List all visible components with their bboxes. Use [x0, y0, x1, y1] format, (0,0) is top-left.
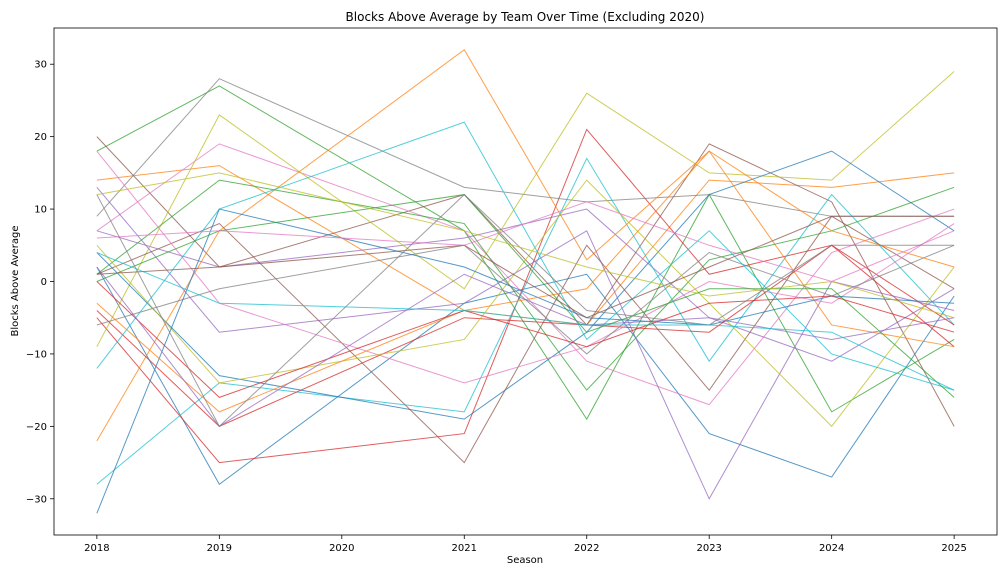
x-axis-label: Season	[507, 555, 543, 566]
x-tick-label: 2020	[329, 543, 354, 554]
series-line-27	[96, 201, 955, 283]
series-line-20	[96, 121, 955, 391]
x-tick-label: 2018	[84, 543, 109, 554]
series-line-26	[96, 215, 955, 319]
x-tick-label: 2023	[696, 543, 721, 554]
x-tick-label: 2024	[819, 543, 844, 554]
series-line-7	[96, 143, 955, 406]
x-tick-label: 2025	[941, 543, 966, 554]
series-line-28	[96, 193, 955, 428]
x-axis-ticks: 2018 2019 2020 2021 2022 2023 2024 2025	[84, 535, 967, 554]
series-line-1	[96, 266, 955, 486]
series-line-24	[96, 281, 955, 398]
y-tick-label: 10	[34, 205, 47, 216]
series-line-16	[96, 215, 955, 464]
x-tick-label: 2022	[574, 543, 599, 554]
y-tick-label: 20	[34, 132, 47, 143]
y-tick-label: −20	[26, 422, 47, 433]
y-tick-label: −30	[26, 494, 47, 505]
series-line-14	[96, 244, 955, 427]
x-tick-label: 2019	[207, 543, 232, 554]
series-line-15	[96, 187, 955, 500]
series-line-25	[96, 266, 955, 428]
series-line-21	[96, 208, 955, 514]
series-line-3	[96, 85, 955, 421]
y-tick-label: 30	[34, 60, 47, 71]
series-line-19	[96, 179, 955, 428]
chart-title: Blocks Above Average by Team Over Time (…	[346, 10, 705, 24]
y-tick-label: 0	[41, 277, 47, 288]
y-axis-label: Blocks Above Average	[10, 225, 21, 336]
series-line-22	[96, 150, 955, 413]
series-line-9	[96, 71, 955, 347]
y-tick-label: −10	[26, 349, 47, 360]
x-tick-label: 2021	[452, 543, 477, 554]
series-line-8	[96, 78, 955, 217]
series-layer	[96, 48, 955, 514]
series-line-30	[96, 252, 955, 391]
series-line-2	[96, 165, 955, 326]
y-axis-ticks: −30 −20 −10 0 10 20 30	[26, 60, 54, 505]
series-line-29	[96, 172, 955, 319]
